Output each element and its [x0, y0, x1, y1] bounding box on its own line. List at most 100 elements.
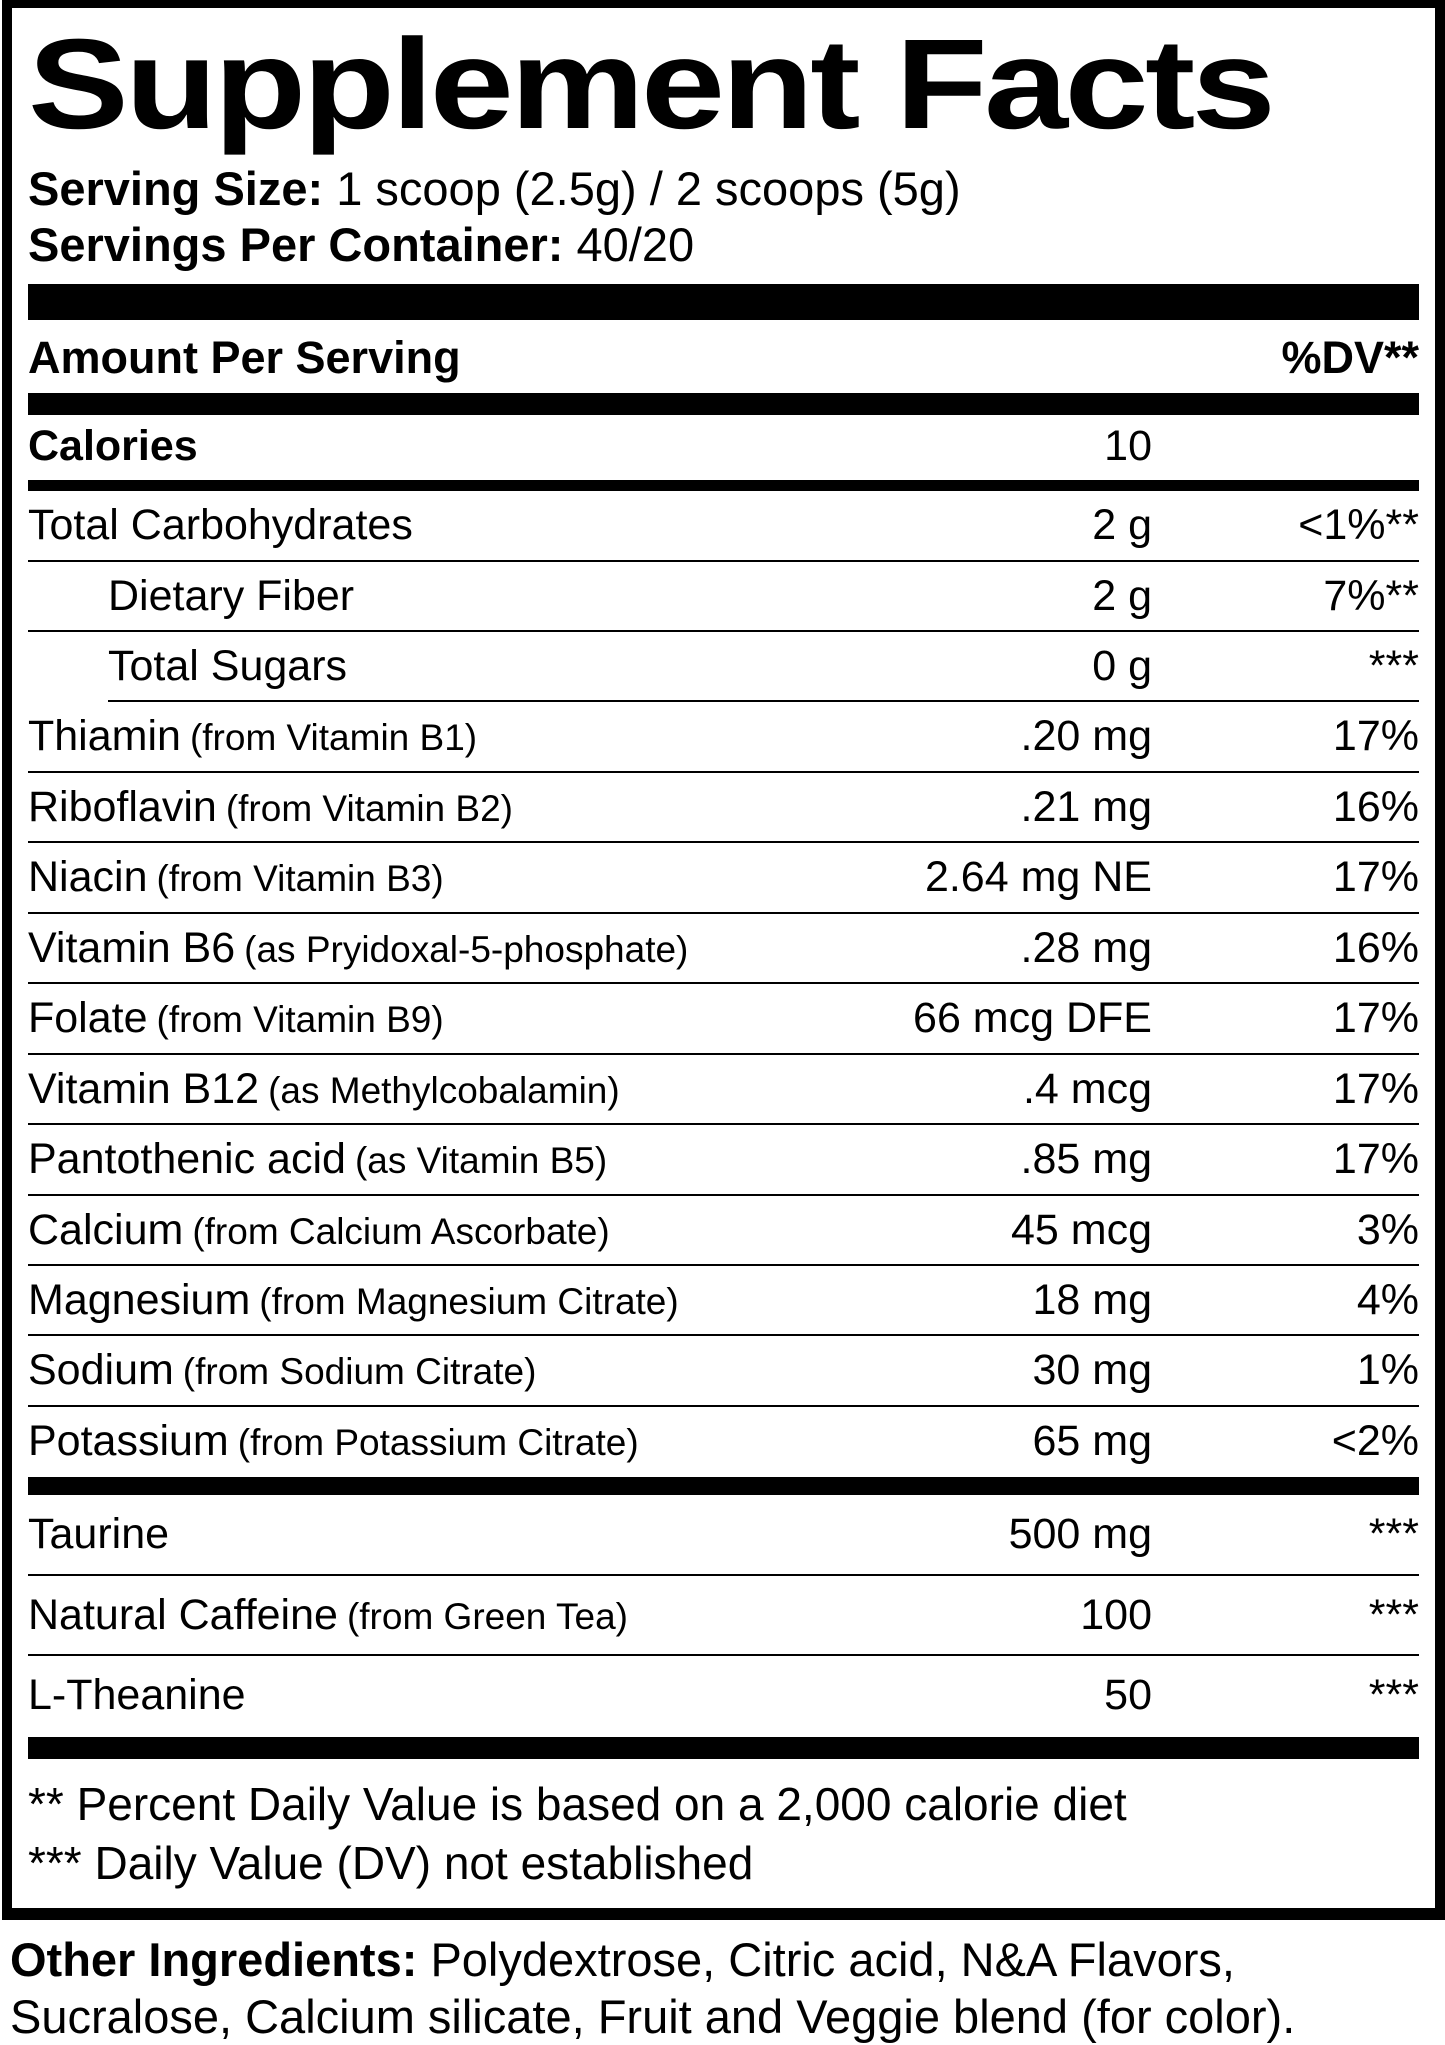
nutrient-name: Total Carbohydrates — [28, 501, 413, 550]
nutrient-detail: (from Sodium Citrate) — [182, 1351, 537, 1393]
footnote-daily-value: ** Percent Daily Value is based on a 2,0… — [28, 1777, 1127, 1830]
nutrient-row: Magnesium (from Magnesium Citrate) 18 mg … — [28, 1266, 1419, 1337]
nutrient-dv: *** — [1368, 1510, 1419, 1559]
nutrient-name: Pantothenic acid — [28, 1135, 346, 1184]
nutrient-detail: (as Vitamin B5) — [354, 1140, 608, 1182]
nutrient-amount: 2.64 mg NE — [924, 853, 1152, 902]
nutrient-detail: (from Green Tea) — [346, 1595, 628, 1637]
nutrient-amount: .20 mg — [1020, 712, 1152, 761]
nutrient-dv: *** — [1368, 642, 1419, 690]
nutrient-dv: *** — [1368, 1671, 1419, 1720]
nutrient-row: Dietary Fiber 2 g 7%** — [28, 562, 1419, 633]
nutrient-name: Vitamin B6 — [28, 923, 236, 972]
calories-label: Calories — [28, 421, 198, 470]
servings-per-container-value: 40/20 — [576, 218, 695, 272]
percent-dv-header: %DV** — [1281, 332, 1419, 384]
footnotes: ** Percent Daily Value is based on a 2,0… — [28, 1759, 1419, 1901]
nutrient-dv: 17% — [1332, 1135, 1419, 1184]
nutrient-amount: 500 mg — [1008, 1510, 1152, 1559]
nutrient-name: L-Theanine — [28, 1671, 246, 1720]
nutrient-amount: 2 g — [1092, 501, 1152, 550]
divider-bar-footnotes — [28, 1736, 1419, 1759]
nutrient-dv: 17% — [1332, 712, 1419, 761]
nutrient-row: Folate (from Vitamin B9) 66 mcg DFE 17% — [28, 984, 1419, 1056]
divider-bar-header — [28, 392, 1419, 415]
nutrient-name: Sodium — [28, 1346, 174, 1395]
nutrient-detail: (from Vitamin B2) — [225, 787, 513, 829]
nutrient-dv: 16% — [1332, 923, 1419, 972]
nutrient-amount: .85 mg — [1020, 1135, 1152, 1184]
nutrient-dv: 17% — [1332, 853, 1419, 902]
serving-size-label: Serving Size: — [28, 162, 324, 216]
panel-title: Supplement Facts — [28, 13, 1276, 156]
calories-value: 10 — [1104, 421, 1152, 470]
nutrient-row: Potassium (from Potassium Citrate) 65 mg … — [28, 1407, 1419, 1477]
supplement-facts-panel: Supplement Facts Serving Size: 1 scoop (… — [2, 0, 1445, 1921]
nutrient-name: Folate — [28, 994, 148, 1043]
nutrient-dv: 17% — [1332, 1064, 1419, 1113]
nutrient-row: Sodium (from Sodium Citrate) 30 mg 1% — [28, 1336, 1419, 1408]
nutrient-amount: 0 g — [1092, 642, 1152, 690]
nutrient-name: Niacin — [28, 853, 148, 902]
nutrient-amount: 66 mcg DFE — [913, 994, 1152, 1043]
amount-per-serving-header: Amount Per Serving — [28, 332, 461, 384]
nutrient-row: Niacin (from Vitamin B3) 2.64 mg NE 17% — [28, 843, 1419, 915]
nutrient-row: Vitamin B12 (as Methylcobalamin) .4 mcg 1… — [28, 1055, 1419, 1126]
nutrient-name: Vitamin B12 — [28, 1064, 260, 1113]
extra-nutrient-rows: Taurine 500 mg *** Natural Caffeine (from… — [28, 1495, 1419, 1736]
nutrient-row: Pantothenic acid (as Vitamin B5) .85 mg 1… — [28, 1125, 1419, 1196]
nutrient-dv: <1%** — [1298, 501, 1419, 550]
servings-per-container-line: Servings Per Container: 40/20 — [28, 218, 1419, 272]
footnote-dv-not-established: *** Daily Value (DV) not established — [28, 1837, 754, 1890]
nutrient-detail: (from Calcium Ascorbate) — [192, 1210, 610, 1252]
nutrient-name: Thiamin — [28, 712, 181, 761]
nutrient-dv: *** — [1368, 1590, 1419, 1639]
nutrient-row: Total Carbohydrates 2 g <1%** — [28, 491, 1419, 563]
nutrient-row: Taurine 500 mg *** — [28, 1495, 1419, 1577]
nutrient-amount: .21 mg — [1020, 782, 1152, 831]
nutrient-name: Calcium — [28, 1205, 184, 1254]
nutrient-detail: (from Magnesium Citrate) — [259, 1280, 679, 1322]
nutrient-row: Vitamin B6 (as Pryidoxal-5-phosphate) .28… — [28, 914, 1419, 985]
nutrient-amount: 65 mg — [1032, 1416, 1152, 1465]
divider-bar-top — [28, 284, 1419, 321]
nutrient-row: Riboflavin (from Vitamin B2) .21 mg 16% — [28, 773, 1419, 844]
column-header-row: Amount Per Serving %DV** — [28, 320, 1419, 393]
nutrient-amount: 2 g — [1092, 571, 1152, 620]
other-ingredients: Other Ingredients: Polydextrose, Citric … — [10, 1932, 1439, 2045]
nutrient-name: Total Sugars — [108, 642, 348, 690]
calories-row: Calories 10 — [28, 415, 1419, 480]
nutrient-detail: (as Methylcobalamin) — [268, 1069, 620, 1111]
servings-per-container-label: Servings Per Container: — [28, 218, 564, 272]
nutrient-dv: 17% — [1332, 994, 1419, 1043]
nutrient-row: Total Sugars 0 g *** — [28, 632, 1419, 703]
nutrient-name: Dietary Fiber — [108, 571, 355, 620]
nutrient-detail: (from Potassium Citrate) — [237, 1421, 639, 1463]
nutrient-dv: 3% — [1356, 1205, 1419, 1254]
serving-size-line: Serving Size: 1 scoop (2.5g) / 2 scoops … — [28, 162, 1419, 216]
serving-size-value: 1 scoop (2.5g) / 2 scoops (5g) — [336, 162, 961, 216]
divider-bar-calories — [28, 480, 1419, 492]
nutrient-row: Natural Caffeine (from Green Tea) 100 *** — [28, 1576, 1419, 1657]
nutrient-amount: 45 mcg — [1010, 1205, 1152, 1254]
nutrient-amount: .28 mg — [1020, 923, 1152, 972]
nutrient-row: Thiamin (from Vitamin B1) .20 mg 17% — [28, 702, 1419, 774]
nutrient-dv: <2% — [1331, 1416, 1419, 1465]
nutrient-name: Potassium — [28, 1416, 229, 1465]
nutrient-detail: (from Vitamin B1) — [189, 717, 478, 759]
nutrient-dv: 1% — [1356, 1346, 1419, 1395]
nutrient-rows: Total Carbohydrates 2 g <1%** Dietary Fi… — [28, 491, 1419, 1477]
nutrient-row: Calcium (from Calcium Ascorbate) 45 mcg 3… — [28, 1196, 1419, 1267]
nutrient-dv: 16% — [1332, 782, 1419, 831]
other-ingredients-label: Other Ingredients: — [10, 1933, 418, 1987]
nutrient-amount: .4 mcg — [1022, 1064, 1152, 1113]
nutrient-row: L-Theanine 50 *** — [28, 1656, 1419, 1736]
nutrient-detail: (from Vitamin B9) — [156, 999, 444, 1041]
nutrient-amount: 100 — [1080, 1590, 1152, 1639]
nutrient-dv: 4% — [1356, 1275, 1419, 1324]
nutrient-name: Taurine — [28, 1510, 170, 1559]
nutrient-dv: 7%** — [1323, 571, 1419, 620]
nutrient-amount: 30 mg — [1032, 1346, 1152, 1395]
nutrient-amount: 18 mg — [1032, 1275, 1152, 1324]
